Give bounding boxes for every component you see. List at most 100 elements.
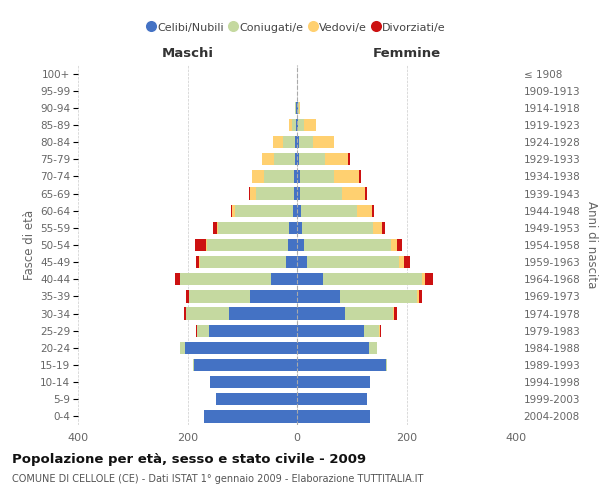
- Bar: [313, 136, 334, 148]
- Bar: [250, 290, 297, 302]
- Bar: [185, 342, 297, 354]
- Bar: [297, 170, 300, 182]
- Bar: [425, 273, 433, 285]
- Bar: [197, 324, 209, 337]
- Bar: [299, 102, 300, 114]
- Bar: [231, 204, 232, 217]
- Bar: [299, 136, 313, 148]
- Bar: [422, 273, 425, 285]
- Bar: [274, 136, 283, 148]
- Bar: [213, 222, 217, 234]
- Bar: [296, 119, 297, 131]
- Bar: [294, 188, 297, 200]
- Bar: [298, 102, 299, 114]
- Bar: [372, 204, 374, 217]
- Bar: [297, 239, 304, 251]
- Bar: [302, 222, 373, 234]
- Bar: [200, 256, 286, 268]
- Bar: [323, 273, 422, 285]
- Bar: [357, 204, 372, 217]
- Bar: [196, 256, 199, 268]
- Bar: [297, 119, 298, 131]
- Bar: [300, 170, 334, 182]
- Bar: [297, 222, 302, 234]
- Bar: [297, 256, 307, 268]
- Legend: Celibi/Nubili, Coniugati/e, Vedovi/e, Divorziati/e: Celibi/Nubili, Coniugati/e, Vedovi/e, Di…: [148, 22, 446, 32]
- Bar: [232, 204, 235, 217]
- Bar: [294, 170, 297, 182]
- Bar: [365, 188, 367, 200]
- Bar: [204, 410, 297, 422]
- Bar: [295, 136, 297, 148]
- Bar: [216, 393, 297, 406]
- Bar: [274, 153, 295, 166]
- Bar: [289, 119, 292, 131]
- Bar: [184, 308, 186, 320]
- Y-axis label: Anni di nascita: Anni di nascita: [584, 202, 598, 288]
- Bar: [186, 308, 229, 320]
- Bar: [359, 170, 361, 182]
- Text: Femmine: Femmine: [373, 47, 440, 60]
- Bar: [297, 359, 386, 371]
- Bar: [297, 153, 299, 166]
- Bar: [325, 153, 349, 166]
- Bar: [419, 290, 422, 302]
- Bar: [404, 256, 410, 268]
- Bar: [206, 239, 287, 251]
- Bar: [211, 376, 297, 388]
- Bar: [271, 273, 297, 285]
- Bar: [297, 136, 299, 148]
- Bar: [297, 342, 369, 354]
- Bar: [295, 153, 297, 166]
- Bar: [262, 153, 274, 166]
- Bar: [235, 204, 293, 217]
- Bar: [217, 222, 218, 234]
- Text: Popolazione per età, sesso e stato civile - 2009: Popolazione per età, sesso e stato civil…: [12, 452, 366, 466]
- Bar: [297, 204, 301, 217]
- Bar: [286, 256, 297, 268]
- Bar: [297, 188, 300, 200]
- Bar: [297, 393, 367, 406]
- Bar: [189, 290, 250, 302]
- Bar: [334, 170, 359, 182]
- Bar: [297, 324, 364, 337]
- Bar: [345, 308, 394, 320]
- Bar: [295, 102, 296, 114]
- Bar: [369, 342, 377, 354]
- Bar: [297, 376, 370, 388]
- Bar: [382, 222, 385, 234]
- Bar: [186, 290, 188, 302]
- Bar: [287, 239, 297, 251]
- Bar: [252, 170, 264, 182]
- Bar: [283, 136, 295, 148]
- Bar: [304, 239, 391, 251]
- Bar: [298, 119, 304, 131]
- Bar: [297, 410, 370, 422]
- Bar: [391, 239, 397, 251]
- Bar: [256, 188, 294, 200]
- Bar: [397, 239, 401, 251]
- Bar: [249, 188, 250, 200]
- Bar: [386, 359, 388, 371]
- Bar: [264, 170, 294, 182]
- Bar: [340, 290, 418, 302]
- Bar: [394, 308, 397, 320]
- Bar: [297, 273, 323, 285]
- Bar: [196, 324, 197, 337]
- Bar: [399, 256, 404, 268]
- Bar: [292, 119, 296, 131]
- Bar: [380, 324, 381, 337]
- Bar: [229, 308, 297, 320]
- Bar: [194, 239, 206, 251]
- Bar: [307, 256, 399, 268]
- Bar: [250, 188, 256, 200]
- Text: Maschi: Maschi: [161, 47, 214, 60]
- Bar: [293, 204, 297, 217]
- Bar: [299, 153, 325, 166]
- Text: COMUNE DI CELLOLE (CE) - Dati ISTAT 1° gennaio 2009 - Elaborazione TUTTITALIA.IT: COMUNE DI CELLOLE (CE) - Dati ISTAT 1° g…: [12, 474, 424, 484]
- Bar: [300, 188, 343, 200]
- Bar: [343, 188, 365, 200]
- Bar: [209, 324, 297, 337]
- Bar: [349, 153, 350, 166]
- Y-axis label: Fasce di età: Fasce di età: [23, 210, 36, 280]
